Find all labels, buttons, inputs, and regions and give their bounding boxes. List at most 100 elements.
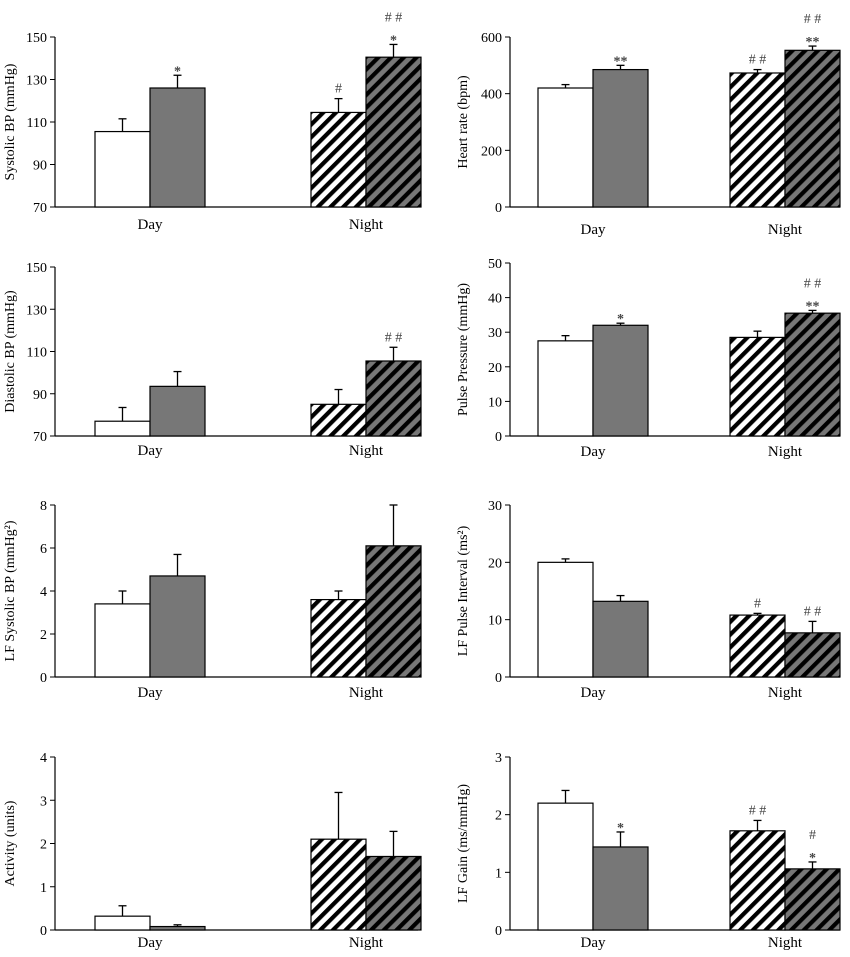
x-category-label: Day bbox=[138, 217, 163, 233]
significance-hash: # bbox=[335, 82, 342, 97]
significance-hash: # # bbox=[804, 276, 822, 291]
y-tick-label: 10 bbox=[488, 395, 502, 410]
bar-day-control bbox=[537, 802, 594, 931]
significance-hash: # # bbox=[385, 10, 403, 25]
bar-night-control bbox=[310, 598, 367, 678]
significance-hash: # # bbox=[804, 12, 822, 27]
y-tick-label: 90 bbox=[33, 388, 47, 403]
bar-night-control bbox=[310, 838, 367, 931]
significance-star: * bbox=[809, 851, 816, 866]
significance-star: * bbox=[390, 33, 397, 48]
bar-day-treated bbox=[592, 324, 649, 437]
x-category-label: Night bbox=[768, 685, 803, 701]
y-axis-label: Diastolic BP (mmHg) bbox=[3, 290, 18, 413]
bar-night-control bbox=[729, 614, 786, 678]
chart-panel-4: 0 10 20 30 40 50 Pulse Pressure (mmHg) * Day ** # … bbox=[456, 257, 841, 460]
y-tick-label: 2 bbox=[495, 809, 502, 824]
bar-night-treated bbox=[365, 545, 422, 678]
significance-hash: # bbox=[809, 828, 816, 843]
y-tick-label: 0 bbox=[495, 201, 502, 216]
bar-night-treated bbox=[784, 312, 841, 437]
significance-star: ** bbox=[806, 299, 820, 314]
y-tick-label: 70 bbox=[33, 430, 47, 445]
bar-night-control bbox=[310, 111, 367, 208]
bar-day-treated bbox=[149, 385, 206, 437]
significance-star: * bbox=[617, 821, 624, 836]
chart-panel-1: 70 90 110 130 150 Systolic BP (mmHg) * Day # * # #… bbox=[3, 10, 422, 233]
significance-hash: # # bbox=[385, 330, 403, 345]
bar-day-control bbox=[537, 561, 594, 678]
y-tick-label: 400 bbox=[481, 88, 502, 103]
x-category-label: Night bbox=[349, 685, 384, 701]
y-tick-label: 150 bbox=[26, 261, 47, 276]
y-tick-label: 1 bbox=[40, 881, 47, 896]
bar-night-treated bbox=[365, 360, 422, 437]
x-category-label: Night bbox=[349, 935, 384, 951]
y-tick-label: 200 bbox=[481, 144, 502, 159]
bar-night-control bbox=[729, 830, 786, 931]
y-tick-label: 30 bbox=[488, 499, 502, 514]
significance-hash: # # bbox=[749, 53, 767, 68]
y-axis-label: Systolic BP (mmHg) bbox=[3, 63, 18, 180]
y-tick-label: 2 bbox=[40, 628, 47, 643]
y-tick-label: 10 bbox=[488, 614, 502, 629]
x-category-label: Night bbox=[768, 444, 803, 460]
chart-panel-8: 0 1 2 3 LF Gain (ms/mmHg) * Day # # * # Night bbox=[456, 751, 841, 951]
x-category-label: Night bbox=[349, 217, 384, 233]
chart-panel-5: 0 2 4 6 8 LF Systolic BP (mmHg²) Day Night bbox=[3, 499, 422, 701]
x-category-label: Day bbox=[138, 443, 163, 459]
y-tick-label: 150 bbox=[26, 31, 47, 46]
x-category-label: Day bbox=[581, 935, 606, 951]
y-tick-label: 0 bbox=[40, 671, 47, 686]
y-tick-label: 110 bbox=[27, 116, 47, 131]
y-tick-label: 0 bbox=[495, 924, 502, 939]
significance-star: * bbox=[174, 64, 181, 79]
y-tick-label: 70 bbox=[33, 201, 47, 216]
bar-day-control bbox=[537, 340, 594, 437]
y-tick-label: 0 bbox=[40, 924, 47, 939]
x-category-label: Day bbox=[581, 222, 606, 238]
bar-day-control bbox=[94, 603, 151, 678]
y-tick-label: 30 bbox=[488, 326, 502, 341]
y-axis-label: Heart rate (bpm) bbox=[456, 75, 471, 169]
x-category-label: Night bbox=[768, 222, 803, 238]
y-tick-label: 130 bbox=[26, 74, 47, 89]
y-tick-label: 600 bbox=[481, 31, 502, 46]
bar-day-control bbox=[94, 420, 151, 437]
x-category-label: Night bbox=[768, 935, 803, 951]
significance-hash: # # bbox=[804, 604, 822, 619]
y-tick-label: 4 bbox=[40, 751, 47, 766]
x-category-label: Day bbox=[138, 935, 163, 951]
y-tick-label: 8 bbox=[40, 499, 47, 514]
y-tick-label: 110 bbox=[27, 346, 47, 361]
y-axis-label: LF Systolic BP (mmHg²) bbox=[3, 520, 18, 661]
bar-night-treated bbox=[365, 855, 422, 931]
bar-day-treated bbox=[149, 575, 206, 678]
y-tick-label: 0 bbox=[495, 671, 502, 686]
y-tick-label: 20 bbox=[488, 361, 502, 376]
bar-day-control bbox=[537, 87, 594, 208]
x-category-label: Day bbox=[581, 444, 606, 460]
y-tick-label: 3 bbox=[40, 794, 47, 809]
chart-panel-2: 0 200 400 600 Heart rate (bpm) ** Day # # ** # # N… bbox=[456, 12, 841, 238]
y-tick-label: 1 bbox=[495, 866, 502, 881]
significance-star: ** bbox=[806, 35, 820, 50]
bar-day-treated bbox=[592, 68, 649, 208]
chart-panel-7: 0 1 2 3 4 Activity (units) Day Night bbox=[3, 751, 422, 951]
y-axis-label: LF Gain (ms/mmHg) bbox=[456, 784, 471, 903]
bar-night-treated bbox=[784, 868, 841, 931]
chart-panel-6: 0 10 20 30 LF Pulse Interval (ms²) Day # # # Nig… bbox=[456, 499, 841, 701]
y-tick-label: 2 bbox=[40, 838, 47, 853]
bar-day-control bbox=[94, 915, 151, 931]
significance-star: * bbox=[617, 312, 624, 327]
y-tick-label: 0 bbox=[495, 430, 502, 445]
y-axis-label: Activity (units) bbox=[3, 800, 18, 886]
bar-day-treated bbox=[149, 87, 206, 208]
y-tick-label: 90 bbox=[33, 159, 47, 174]
chart-panel-3: 70 90 110 130 150 Diastolic BP (mmHg) Day # # Ni… bbox=[3, 261, 422, 459]
bar-night-treated bbox=[365, 56, 422, 208]
x-category-label: Night bbox=[349, 443, 384, 459]
y-tick-label: 3 bbox=[495, 751, 502, 766]
y-axis-label: Pulse Pressure (mmHg) bbox=[456, 283, 471, 416]
